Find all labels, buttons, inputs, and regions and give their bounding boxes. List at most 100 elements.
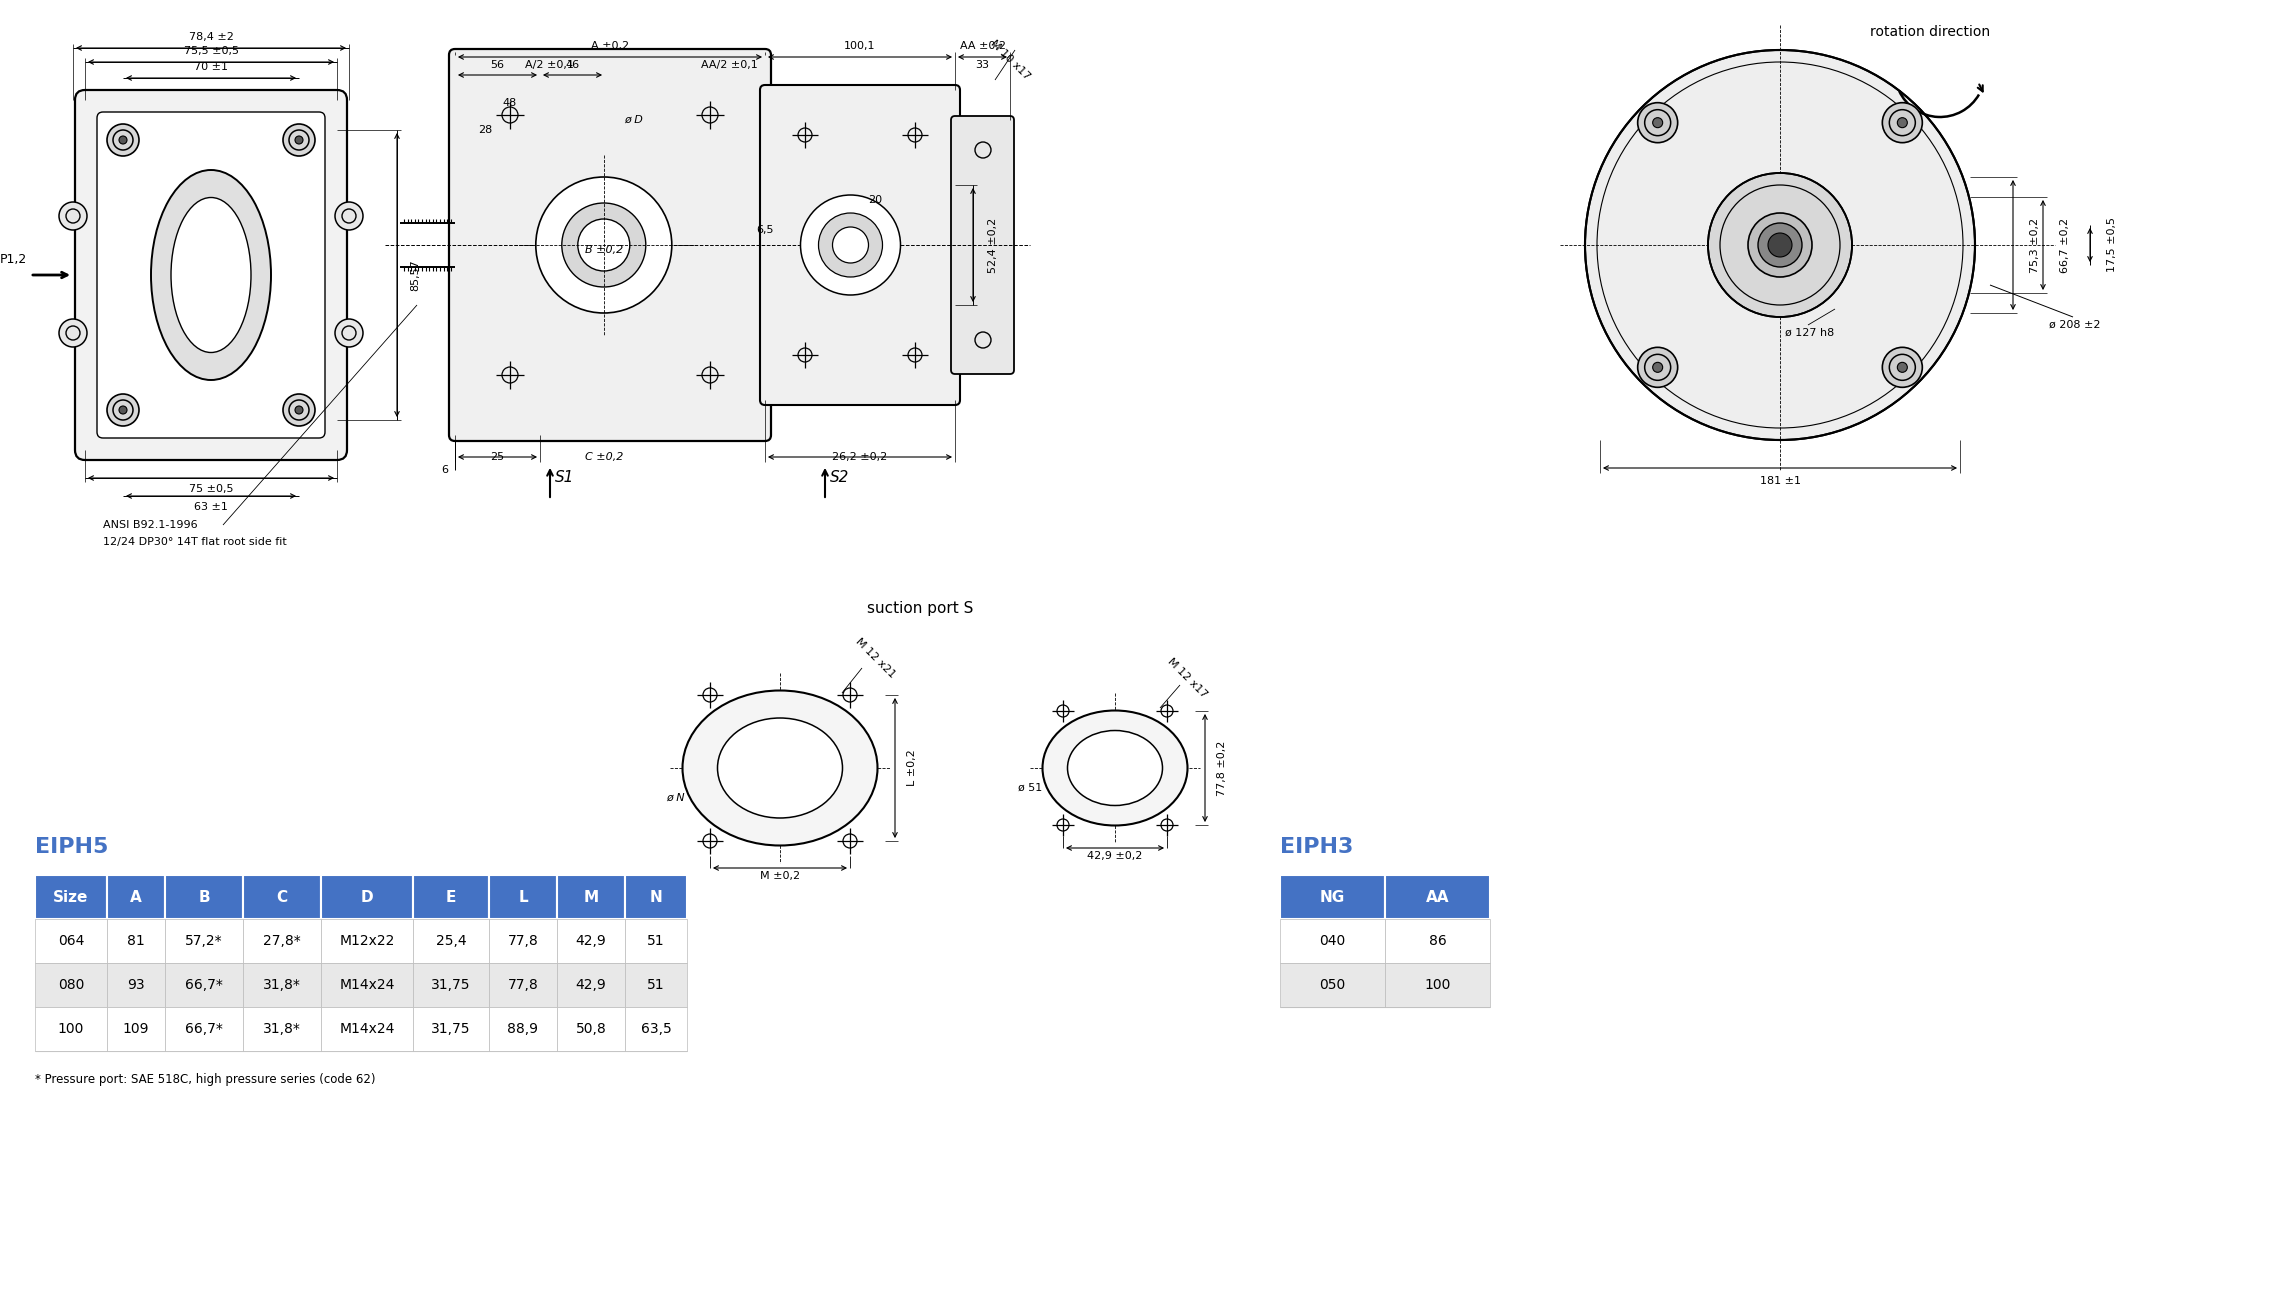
Text: M: M xyxy=(584,890,598,904)
Bar xyxy=(320,918,414,963)
Text: EIPH3: EIPH3 xyxy=(1279,837,1354,857)
Bar xyxy=(1386,963,1490,1008)
Bar xyxy=(488,875,557,918)
Text: 109: 109 xyxy=(123,1022,150,1036)
Text: 51: 51 xyxy=(648,934,666,949)
Text: 100: 100 xyxy=(1425,977,1452,992)
Text: D: D xyxy=(361,890,373,904)
Circle shape xyxy=(1897,118,1906,127)
Text: A: A xyxy=(130,890,141,904)
Bar xyxy=(625,875,686,918)
Text: rotation direction: rotation direction xyxy=(1870,25,1990,39)
FancyBboxPatch shape xyxy=(761,85,961,405)
Text: L: L xyxy=(518,890,527,904)
Text: 42,9: 42,9 xyxy=(575,934,607,949)
Circle shape xyxy=(1652,362,1663,373)
Text: 050: 050 xyxy=(1320,977,1345,992)
Text: 66,7*: 66,7* xyxy=(184,977,223,992)
Text: 064: 064 xyxy=(57,934,84,949)
Circle shape xyxy=(295,405,302,415)
Text: 75,3 ±0,2: 75,3 ±0,2 xyxy=(2029,218,2040,273)
Bar xyxy=(243,918,320,963)
Bar xyxy=(557,963,625,1008)
Bar xyxy=(34,1008,107,1051)
Text: 17,5 ±0,5: 17,5 ±0,5 xyxy=(2106,218,2118,273)
Circle shape xyxy=(1638,102,1677,143)
FancyBboxPatch shape xyxy=(75,91,348,461)
Ellipse shape xyxy=(718,718,843,817)
Ellipse shape xyxy=(170,198,250,353)
Bar xyxy=(414,1008,488,1051)
Bar xyxy=(166,875,243,918)
Text: 77,8 ±0,2: 77,8 ±0,2 xyxy=(1218,740,1227,795)
Bar xyxy=(488,1008,557,1051)
Text: 50,8: 50,8 xyxy=(575,1022,607,1036)
Circle shape xyxy=(334,319,364,346)
Text: 100,1: 100,1 xyxy=(845,41,875,51)
Circle shape xyxy=(1652,118,1663,127)
Text: 33: 33 xyxy=(975,60,991,70)
Text: M 10 x17: M 10 x17 xyxy=(988,38,1031,81)
Bar xyxy=(107,918,166,963)
Text: ø 51: ø 51 xyxy=(1018,783,1043,792)
Circle shape xyxy=(284,394,316,426)
Bar xyxy=(34,918,107,963)
Text: L ±0,2: L ±0,2 xyxy=(907,749,918,786)
Circle shape xyxy=(577,219,629,272)
Bar xyxy=(557,1008,625,1051)
Bar xyxy=(625,1008,686,1051)
Text: 56: 56 xyxy=(491,60,504,70)
Bar xyxy=(166,918,243,963)
Bar xyxy=(243,875,320,918)
Bar xyxy=(107,1008,166,1051)
Bar xyxy=(1279,875,1386,918)
Bar xyxy=(414,918,488,963)
Circle shape xyxy=(536,177,673,314)
Bar xyxy=(625,918,686,963)
Bar xyxy=(414,963,488,1008)
FancyBboxPatch shape xyxy=(98,112,325,438)
Bar xyxy=(166,963,243,1008)
Text: ø N: ø N xyxy=(666,792,684,803)
Text: EIPH5: EIPH5 xyxy=(34,837,109,857)
Text: 63,5: 63,5 xyxy=(641,1022,670,1036)
Bar xyxy=(488,918,557,963)
Text: M 12 x17: M 12 x17 xyxy=(1166,656,1209,699)
Text: 52,4 ±0,2: 52,4 ±0,2 xyxy=(988,218,997,273)
Text: P1,2: P1,2 xyxy=(0,252,27,265)
Text: 86: 86 xyxy=(1429,934,1447,949)
Text: 63 ±1: 63 ±1 xyxy=(193,502,227,512)
Circle shape xyxy=(832,227,868,262)
Bar xyxy=(166,1008,243,1051)
Circle shape xyxy=(561,203,645,287)
Text: M12x22: M12x22 xyxy=(339,934,395,949)
Circle shape xyxy=(118,405,127,415)
Bar xyxy=(1279,918,1386,963)
Text: M 12 x21: M 12 x21 xyxy=(854,636,897,680)
Text: 42,9: 42,9 xyxy=(575,977,607,992)
Circle shape xyxy=(1881,348,1922,387)
Text: Size: Size xyxy=(52,890,89,904)
Circle shape xyxy=(107,394,139,426)
Text: ø D: ø D xyxy=(625,115,643,125)
Text: AA/2 ±0,1: AA/2 ±0,1 xyxy=(700,60,757,70)
Bar xyxy=(414,875,488,918)
Bar xyxy=(557,918,625,963)
Text: NG: NG xyxy=(1320,890,1345,904)
Text: 77,8: 77,8 xyxy=(507,977,538,992)
Bar xyxy=(557,875,625,918)
Text: C ±0,2: C ±0,2 xyxy=(584,453,623,462)
Bar xyxy=(34,875,107,918)
Text: C: C xyxy=(277,890,289,904)
Text: A/2 ±0,1: A/2 ±0,1 xyxy=(525,60,575,70)
Ellipse shape xyxy=(150,171,270,380)
Circle shape xyxy=(1759,223,1802,268)
Text: 6,5: 6,5 xyxy=(757,224,775,235)
FancyBboxPatch shape xyxy=(952,115,1013,374)
Text: 75 ±0,5: 75 ±0,5 xyxy=(189,484,234,495)
Text: 77,8: 77,8 xyxy=(507,934,538,949)
Text: 57,2*: 57,2* xyxy=(186,934,223,949)
Bar xyxy=(107,963,166,1008)
Text: A ±0,2: A ±0,2 xyxy=(591,41,629,51)
Text: N: N xyxy=(650,890,663,904)
